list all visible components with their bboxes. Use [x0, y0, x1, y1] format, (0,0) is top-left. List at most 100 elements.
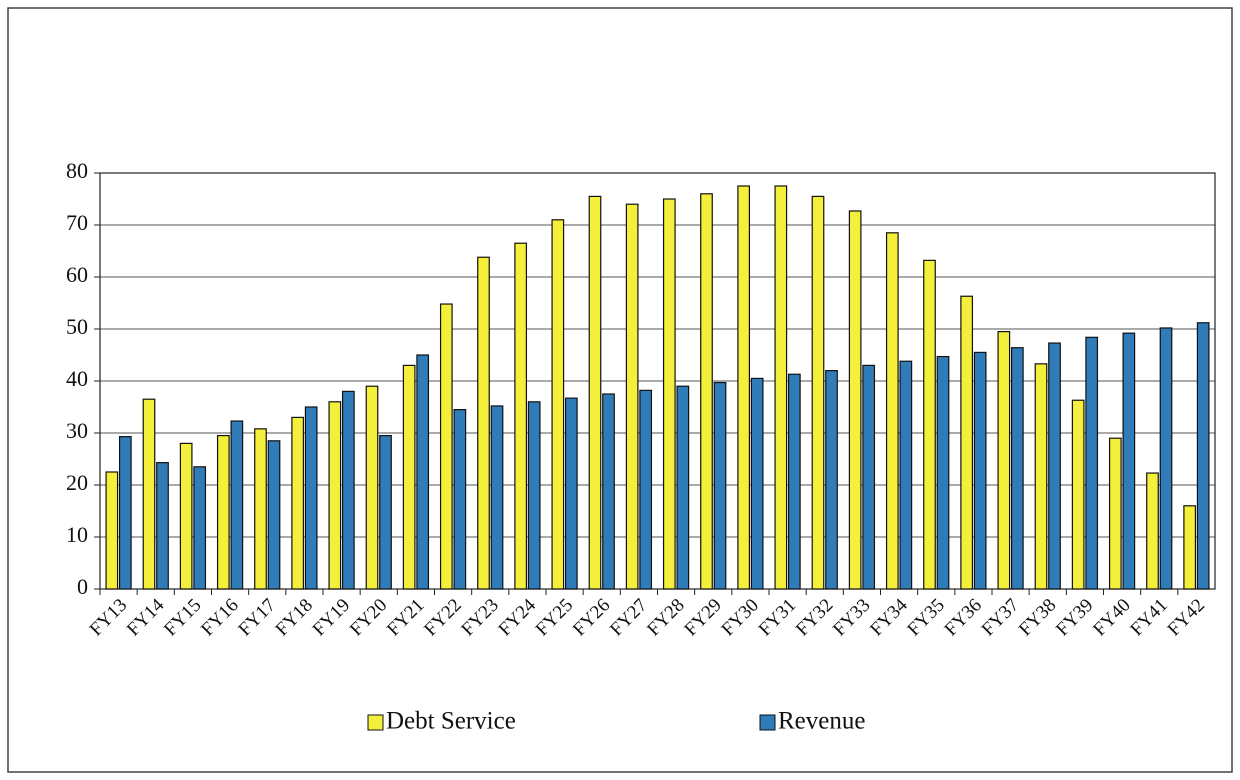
bar — [328, 401, 342, 590]
bar — [1034, 363, 1048, 590]
bar — [402, 364, 416, 590]
bar — [216, 435, 230, 590]
x-tick-label: FY28 — [643, 595, 688, 640]
bar — [862, 364, 876, 590]
bar — [477, 256, 490, 590]
y-tick-label: 60 — [66, 262, 88, 287]
x-tick-label: FY24 — [495, 594, 541, 640]
x-tick-label: FY39 — [1052, 595, 1097, 640]
bar — [564, 397, 578, 590]
x-tick-label: FY15 — [160, 595, 205, 640]
y-tick-label: 30 — [66, 418, 88, 443]
x-tick-label: FY27 — [606, 595, 651, 640]
legend-label: Revenue — [778, 708, 865, 735]
x-tick-label: FY38 — [1015, 595, 1060, 640]
x-tick-label: FY41 — [1126, 595, 1171, 640]
bar — [1146, 472, 1159, 590]
x-tick-label: FY31 — [755, 595, 800, 640]
x-tick-label: FY20 — [346, 595, 391, 640]
bar — [885, 232, 899, 590]
bar — [960, 295, 974, 590]
x-tick-label: FY19 — [309, 595, 354, 640]
bar — [848, 210, 862, 590]
legend-swatch — [367, 714, 384, 731]
x-tick-label: FY16 — [197, 595, 242, 640]
x-tick-label: FY17 — [234, 595, 279, 640]
bar — [1010, 347, 1024, 590]
legend-swatch — [759, 714, 776, 731]
legend-label: Debt Service — [386, 708, 516, 735]
bar — [787, 373, 801, 590]
page-frame — [7, 7, 1233, 773]
bar — [527, 401, 541, 590]
bar — [639, 389, 653, 590]
y-tick-label: 20 — [66, 470, 88, 495]
x-tick-label: FY35 — [903, 595, 948, 640]
x-tick-label: FY21 — [383, 595, 428, 640]
bar — [774, 185, 788, 590]
x-tick-label: FY29 — [680, 595, 725, 640]
bar — [105, 471, 119, 590]
x-tick-label: FY34 — [866, 594, 912, 640]
bar — [936, 355, 950, 590]
x-tick-label: FY40 — [1089, 595, 1134, 640]
bar — [118, 436, 132, 590]
bar — [439, 303, 453, 590]
x-tick-label: FY37 — [978, 595, 1023, 640]
x-tick-label: FY42 — [1164, 595, 1209, 640]
bar — [625, 203, 639, 590]
y-tick-label: 80 — [66, 158, 88, 183]
bar — [365, 385, 379, 590]
x-tick-label: FY18 — [272, 595, 317, 640]
bar — [923, 259, 936, 590]
bar — [973, 351, 987, 590]
bar — [291, 416, 305, 590]
bar — [676, 385, 690, 590]
bar — [551, 219, 565, 590]
bar — [490, 405, 504, 590]
bar — [811, 195, 825, 590]
bar — [341, 390, 355, 590]
bar — [700, 193, 713, 590]
bar — [825, 370, 838, 590]
y-tick-label: 10 — [66, 522, 88, 547]
x-tick-label: FY25 — [532, 595, 577, 640]
bar — [1048, 342, 1061, 590]
x-tick-label: FY23 — [457, 595, 502, 640]
x-tick-label: FY32 — [792, 595, 837, 640]
bar — [1122, 332, 1136, 590]
x-tick-label: FY26 — [569, 595, 614, 640]
bar — [379, 435, 392, 590]
bar — [230, 420, 244, 590]
x-tick-label: FY14 — [123, 594, 169, 640]
bar — [193, 466, 207, 590]
x-tick-label: FY13 — [86, 595, 131, 640]
bar — [453, 409, 467, 590]
bar — [304, 406, 318, 590]
bar — [1196, 322, 1210, 590]
x-tick-label: FY30 — [718, 595, 763, 640]
bar — [1108, 437, 1122, 590]
y-tick-label: 70 — [66, 210, 88, 235]
bar — [142, 398, 156, 590]
bar — [750, 377, 764, 590]
bar — [713, 381, 727, 590]
y-tick-label: 50 — [66, 314, 88, 339]
bar — [737, 185, 751, 590]
bar — [267, 440, 281, 590]
bar — [416, 354, 430, 590]
bar — [899, 360, 913, 590]
bar — [1183, 505, 1197, 590]
bar — [1159, 327, 1173, 590]
x-tick-label: FY36 — [941, 595, 986, 640]
bar — [179, 442, 193, 590]
bar — [1085, 336, 1099, 590]
bar — [588, 195, 602, 590]
bar — [254, 428, 267, 590]
bar — [156, 462, 169, 590]
y-tick-label: 0 — [77, 574, 88, 599]
bar — [997, 331, 1011, 590]
x-tick-label: FY22 — [420, 595, 465, 640]
y-tick-label: 40 — [66, 366, 88, 391]
